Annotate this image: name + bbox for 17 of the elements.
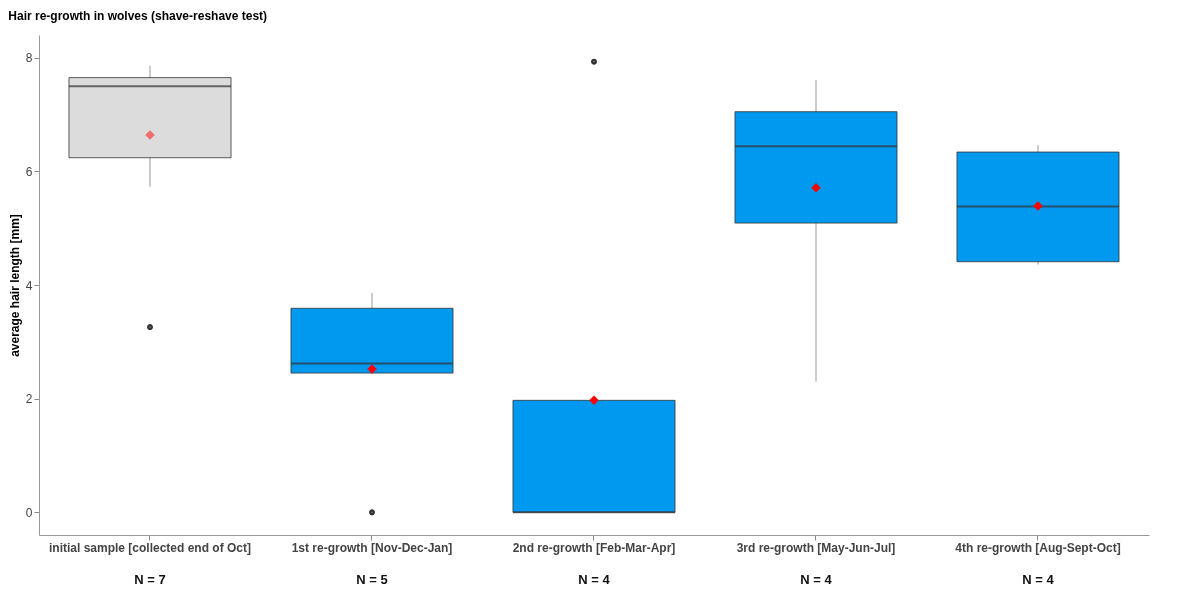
x-tick-label: 4th re-growth [Aug-Sept-Oct] (955, 540, 1121, 555)
y-tick-label: 8 (25, 51, 33, 66)
text: N = 4 (1022, 572, 1055, 587)
text: N = 4 (578, 572, 611, 587)
x-tick-label: initial sample [collected end of Oct] (48, 540, 252, 555)
x-tick-label: 1st re-growth [Nov-Dec-Jan] (291, 540, 453, 555)
y-axis-title: average hair length [mm] (7, 214, 22, 357)
y-tick-label: 6 (25, 164, 33, 179)
x-tick-label: 3rd re-growth [May-Jun-Jul] (736, 540, 896, 555)
y-tick-label: 0 (25, 505, 33, 520)
text: N = 7 (134, 572, 166, 587)
text: N = 5 (356, 572, 388, 587)
text: N = 4 (800, 572, 833, 587)
y-tick-label: 2 (25, 392, 33, 407)
chart-title: Hair re-growth in wolves (shave-reshave test) (8, 9, 268, 23)
y-tick-label: 4 (25, 278, 33, 293)
x-tick-label: 2nd re-growth [Feb-Mar-Apr] (512, 540, 676, 555)
